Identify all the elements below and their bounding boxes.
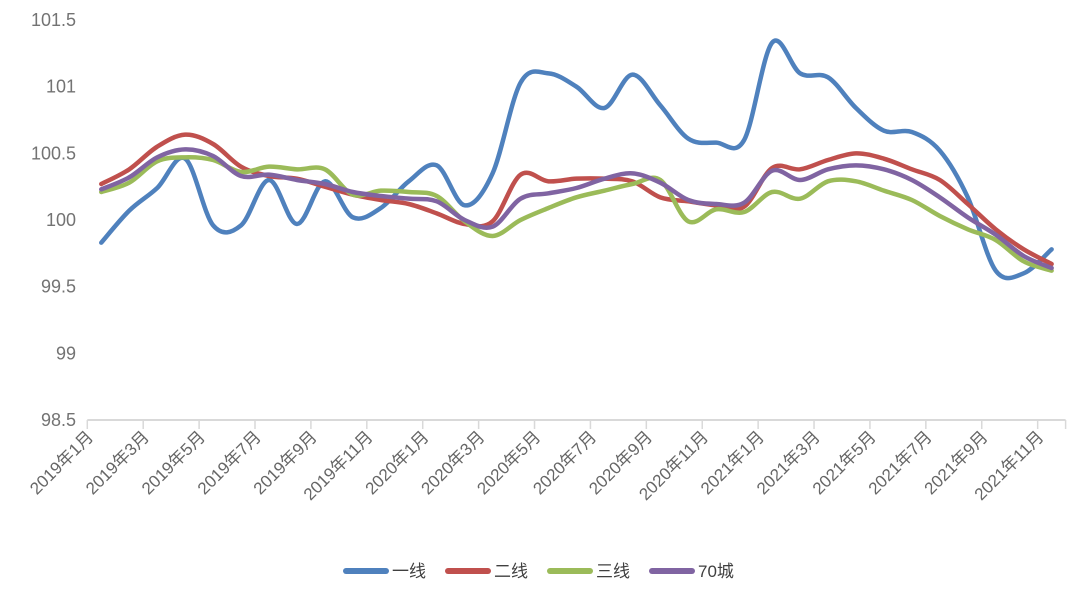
- y-axis-tick-label: 100.5: [31, 143, 76, 163]
- legend-label-三线: 三线: [596, 562, 630, 581]
- series-line-70城: [99, 147, 1054, 271]
- y-axis-tick-label: 99: [56, 343, 76, 363]
- legend-item-一线: 一线: [343, 562, 426, 581]
- y-axis-tick-label: 98.5: [41, 410, 76, 430]
- legend-label-一线: 一线: [392, 562, 426, 581]
- y-axis-tick-label: 100: [46, 210, 76, 230]
- x-axis: 2019年1月2019年3月2019年5月2019年7月2019年9月2019年…: [26, 419, 1067, 504]
- series-line-一线: [99, 38, 1054, 281]
- y-axis: 98.5 99 99.5 100 100.5 101 101.5: [31, 10, 76, 430]
- legend: 一线 二线 三线 70城: [343, 562, 734, 581]
- y-axis-tick-label: 99.5: [41, 277, 76, 297]
- legend-item-二线: 二线: [445, 562, 528, 581]
- legend-label-70城: 70城: [698, 562, 734, 581]
- legend-label-二线: 二线: [494, 562, 528, 581]
- legend-item-70城: 70城: [649, 562, 734, 581]
- y-axis-tick-label: 101.5: [31, 10, 76, 30]
- legend-item-三线: 三线: [547, 562, 630, 581]
- series-lines: [99, 38, 1054, 281]
- y-axis-tick-label: 101: [46, 77, 76, 97]
- series-line-三线: [99, 155, 1054, 273]
